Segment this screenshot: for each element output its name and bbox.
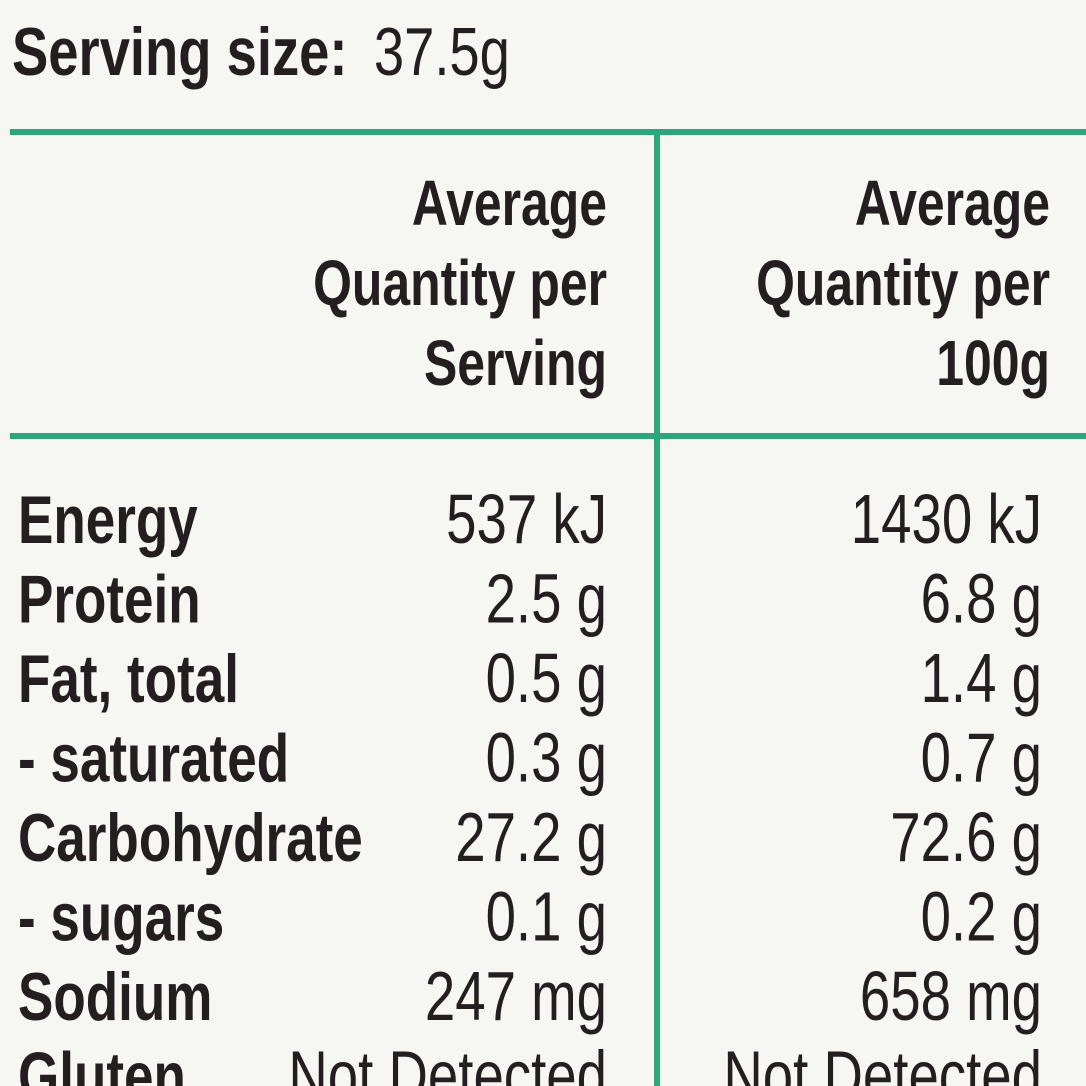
per-serving-value: 2.5 g: [486, 560, 607, 638]
per-serving-value: 0.3 g: [486, 719, 607, 797]
nutrient-name: Protein: [18, 561, 201, 637]
serving-size: Serving size: 37.5g: [12, 14, 510, 90]
per-serving-value: Not Detected: [288, 1037, 607, 1086]
nutrient-name: Energy: [18, 482, 198, 558]
per-100g-value: 0.2 g: [921, 878, 1042, 956]
table: Average Quantity per Serving Average Quantit…: [18, 168, 1050, 1086]
nutrient-name: Fat, total: [18, 641, 239, 717]
per-100g-value: 1.4 g: [921, 640, 1042, 718]
per-100g-value: Not Detected: [723, 1037, 1042, 1086]
nutrient-name: - sugars: [18, 879, 224, 955]
per-serving-value: 0.5 g: [486, 640, 607, 718]
column-header: Average: [855, 168, 1050, 239]
serving-size-label: Serving size:: [12, 14, 348, 90]
per-100g-value: 658 mg: [860, 958, 1042, 1036]
per-100g-value: 6.8 g: [921, 560, 1042, 638]
column-header: Average: [412, 168, 607, 239]
nutrient-name: Gluten: [18, 1038, 186, 1086]
column-header: Quantity per: [756, 248, 1050, 319]
per-serving-value: 247 mg: [425, 958, 607, 1036]
nutrient-name: Sodium: [18, 959, 212, 1035]
per-serving-value: 537 kJ: [446, 481, 607, 559]
per-serving-value: 27.2 g: [455, 799, 607, 877]
column-header: Serving: [424, 328, 607, 399]
nutrient-name: Carbohydrate: [18, 800, 363, 876]
per-100g-value: 72.6 g: [890, 799, 1042, 877]
per-100g-value: 1430 kJ: [851, 481, 1042, 559]
column-header: Quantity per: [313, 248, 607, 319]
per-serving-value: 0.1 g: [486, 878, 607, 956]
nutrient-name: - saturated: [18, 720, 289, 796]
column-header: 100g: [936, 328, 1050, 399]
per-100g-value: 0.7 g: [921, 719, 1042, 797]
serving-size-value: 37.5g: [374, 14, 510, 90]
